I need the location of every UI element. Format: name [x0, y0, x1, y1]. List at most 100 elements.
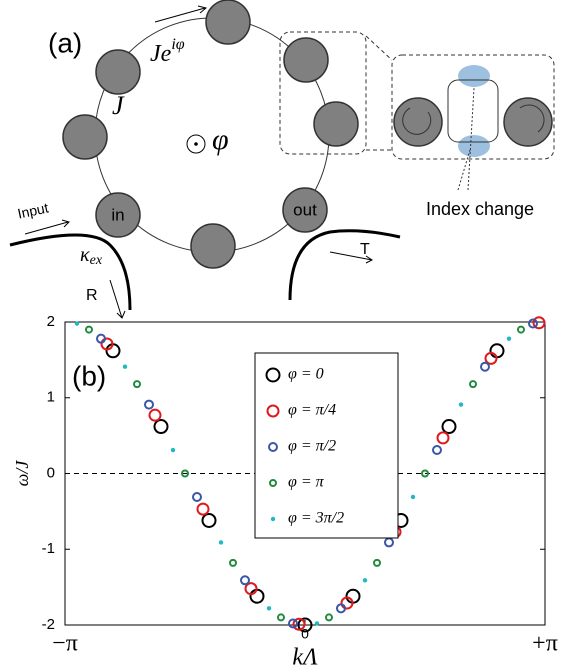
index-region	[458, 135, 490, 157]
legend-marker	[269, 479, 277, 487]
resonator	[313, 101, 359, 147]
point	[85, 325, 93, 334]
point	[480, 361, 490, 372]
point	[340, 596, 354, 610]
legend-label: φ = π/2	[288, 438, 336, 455]
point	[528, 318, 538, 329]
point	[170, 447, 176, 453]
pointer	[457, 149, 471, 191]
arrow	[329, 251, 373, 264]
y-axis-label: ω/J	[12, 460, 32, 487]
resonator	[95, 49, 141, 95]
zoom-line	[365, 35, 393, 61]
point	[489, 343, 505, 359]
point	[506, 336, 512, 341]
point	[218, 540, 224, 545]
arrow	[24, 219, 70, 235]
input-label: Input	[16, 199, 50, 221]
pointer	[467, 87, 475, 191]
legend-marker	[270, 516, 276, 522]
resonator	[95, 192, 141, 238]
point	[74, 321, 80, 326]
legend-label: φ = 3π/2	[288, 510, 344, 527]
point	[133, 380, 141, 389]
legend-marker	[266, 404, 280, 418]
point	[517, 325, 525, 334]
x-tick-label: +π	[532, 631, 558, 657]
y-tick-label: 0	[47, 464, 55, 481]
coupling-label: J	[112, 91, 125, 120]
point	[229, 558, 237, 567]
inset-box	[391, 54, 555, 160]
panel-label: (a)	[48, 27, 82, 58]
kappa-label: κex	[80, 244, 103, 269]
point	[249, 588, 265, 604]
panel-label: (b)	[72, 360, 106, 391]
point	[458, 402, 464, 407]
point	[153, 419, 169, 435]
point	[277, 613, 285, 622]
point	[314, 621, 320, 626]
kappa-sub: ex	[90, 253, 103, 268]
arrow	[109, 279, 126, 319]
y-tick-label: 2	[47, 313, 55, 330]
point	[148, 408, 162, 422]
chart: -2 -1 0 1 2 −π 0 +π kΛ ω/J (b) φ = 0 φ = π/4 φ = π/2 φ…	[12, 313, 558, 671]
point	[181, 469, 189, 478]
waveguide	[288, 229, 401, 301]
point	[122, 364, 128, 369]
resonator	[190, 223, 236, 269]
y-tick-label: -2	[42, 616, 55, 633]
x-axis-label: kΛ	[292, 645, 318, 671]
point	[96, 333, 106, 344]
circulation	[519, 104, 545, 133]
point	[421, 469, 429, 478]
point	[266, 606, 272, 611]
inset-resonator	[393, 97, 443, 147]
point	[532, 316, 546, 330]
point	[436, 431, 450, 445]
resonator	[283, 37, 329, 83]
legend-box	[254, 352, 399, 539]
point	[484, 351, 498, 365]
waveguide	[9, 233, 132, 311]
point	[384, 537, 394, 548]
transmitted-label: T	[360, 241, 370, 258]
arrow-head	[197, 5, 208, 14]
point	[201, 512, 217, 528]
y-tick-label: 1	[47, 389, 55, 406]
point	[441, 419, 457, 435]
arrow	[154, 7, 206, 23]
x-tick-label: 0	[301, 626, 309, 642]
point	[297, 617, 313, 633]
resonator	[62, 114, 108, 160]
zoom-box	[279, 31, 367, 155]
y-tick-label: -1	[42, 540, 55, 557]
point	[240, 575, 250, 586]
hopping-label: Jeiφ	[150, 36, 185, 67]
point	[432, 445, 442, 456]
in-label: in	[111, 205, 124, 224]
hopping-base: Je	[150, 41, 172, 67]
reflected-label: R	[86, 287, 98, 304]
point	[100, 337, 114, 351]
point	[196, 502, 210, 516]
circulation	[402, 107, 432, 135]
resonator	[282, 187, 328, 233]
hopping-exponent: iφ	[171, 36, 184, 53]
inset-note: Index change	[426, 199, 534, 219]
legend-label: φ = 0	[288, 366, 324, 383]
point	[144, 399, 154, 410]
point	[244, 582, 258, 596]
flux-symbol	[194, 142, 198, 146]
index-region	[458, 65, 490, 87]
legend-label: φ = π/4	[288, 402, 336, 419]
x-tick-label: −π	[52, 631, 78, 657]
point	[292, 617, 306, 631]
diagram: (a) Jeiφ J φ Input κex R T in out Index …	[9, 0, 555, 319]
legend-marker	[268, 442, 278, 452]
flux-symbol	[186, 134, 206, 154]
point	[410, 494, 416, 500]
flux-label: φ	[212, 123, 229, 156]
